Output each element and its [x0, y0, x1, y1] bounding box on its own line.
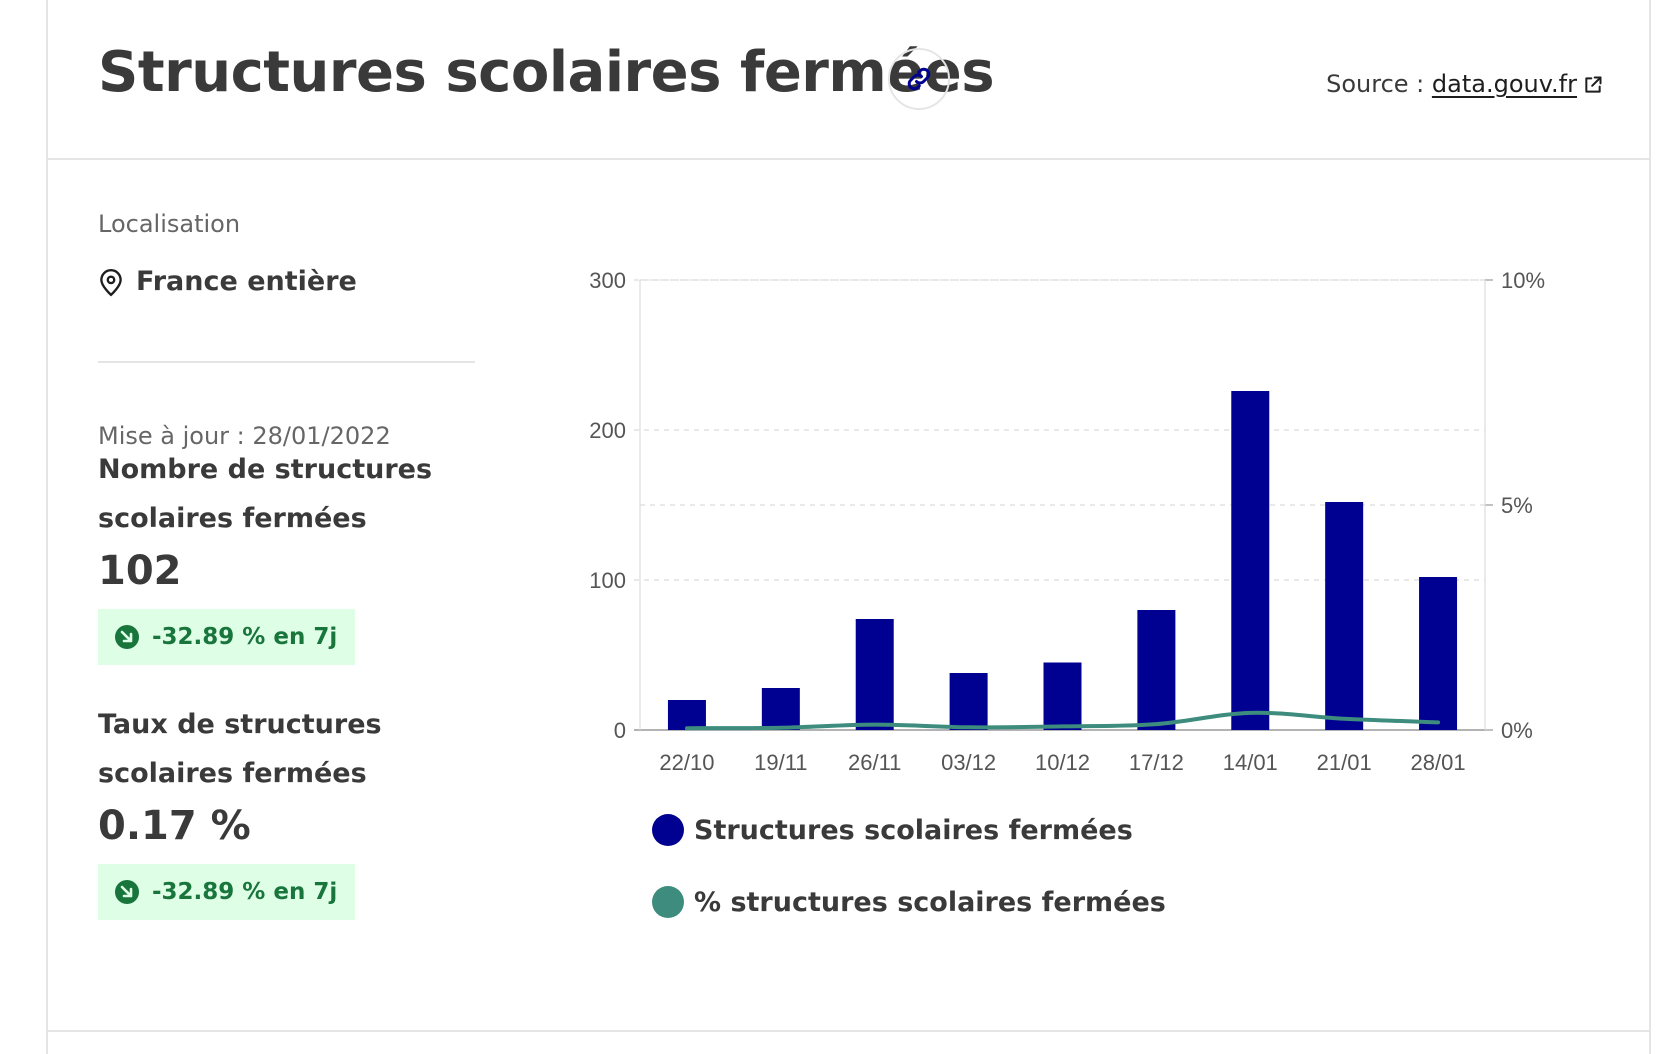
chart-legend: Structures scolaires fermées % structure…	[652, 810, 1166, 954]
trend-down-icon	[115, 880, 139, 904]
link-icon	[907, 67, 931, 91]
bar	[855, 619, 894, 730]
x-tick-label: 10/12	[1035, 750, 1090, 770]
legend-item-bars[interactable]: Structures scolaires fermées	[652, 810, 1166, 850]
location-value: France entière	[136, 266, 357, 297]
legend-item-line[interactable]: % structures scolaires fermées	[652, 882, 1166, 922]
x-tick-label: 03/12	[941, 750, 996, 770]
bar	[949, 673, 988, 730]
source-link-text: data.gouv.fr	[1431, 70, 1577, 98]
x-tick-label: 26/11	[848, 750, 901, 770]
metric-count-label: Nombre de structures scolaires fermées	[98, 454, 433, 534]
metric-rate-value: 0.17 %	[98, 803, 251, 849]
external-link-icon	[1585, 76, 1602, 93]
legend-swatch-line	[652, 886, 684, 918]
source-label: Source :	[1326, 70, 1425, 98]
series-line	[684, 710, 1441, 731]
card-header: Structures scolaires fermées Source : da…	[48, 0, 1649, 160]
location-label: Localisation	[98, 210, 241, 238]
bar	[667, 700, 706, 730]
chart: 0 100 200 300 0% 5% 10% 22/10 19/11 26/11 03/12 10/…	[589, 268, 1545, 770]
legend-label-bars: Structures scolaires fermées	[694, 814, 1133, 846]
map-pin-icon	[100, 268, 122, 296]
source: Source : data.gouv.fr	[1326, 70, 1603, 98]
legend-label-line: % structures scolaires fermées	[694, 886, 1166, 918]
bar	[1043, 662, 1082, 730]
copy-link-button[interactable]	[888, 48, 950, 110]
y-left-tick-label: 0	[614, 718, 626, 743]
legend-swatch-bars	[652, 814, 684, 846]
sidebar-divider	[98, 361, 475, 363]
metric-count-change-badge: -32.89 % en 7j	[98, 609, 356, 665]
metric-rate-change: -32.89 % en 7j	[152, 879, 338, 905]
page-title: Structures scolaires fermées	[98, 40, 995, 105]
card-bottom-divider	[48, 1030, 1649, 1032]
bar	[1325, 502, 1364, 730]
y-right-tick-label: 0%	[1501, 718, 1533, 743]
bar	[1419, 577, 1458, 730]
bar	[1137, 610, 1176, 730]
x-tick-label: 22/10	[659, 750, 714, 770]
y-left-tick-label: 200	[589, 418, 626, 443]
x-tick-label: 17/12	[1129, 750, 1184, 770]
chart-card: Structures scolaires fermées Source : da…	[46, 0, 1651, 1054]
trend-down-icon	[115, 625, 139, 649]
x-tick-label: 21/01	[1317, 750, 1372, 770]
y-left-tick-label: 100	[589, 568, 626, 593]
y-right-tick-label: 10%	[1501, 268, 1545, 293]
update-date: Mise à jour : 28/01/2022	[98, 422, 391, 450]
bar	[761, 688, 800, 730]
metric-rate-change-badge: -32.89 % en 7j	[98, 864, 356, 920]
x-tick-label: 19/11	[754, 750, 807, 770]
location-selector[interactable]: France entière	[98, 266, 357, 297]
x-tick-label: 14/01	[1223, 750, 1278, 770]
metric-rate-label: Taux de structures scolaires fermées	[98, 709, 382, 789]
bar	[1231, 391, 1270, 730]
x-tick-label: 28/01	[1411, 750, 1466, 770]
source-link[interactable]: data.gouv.fr	[1432, 70, 1603, 98]
y-right-tick-label: 5%	[1501, 493, 1533, 518]
y-left-tick-label: 300	[589, 268, 626, 293]
metric-count-change: -32.89 % en 7j	[152, 624, 338, 650]
metric-count-value: 102	[98, 548, 182, 594]
